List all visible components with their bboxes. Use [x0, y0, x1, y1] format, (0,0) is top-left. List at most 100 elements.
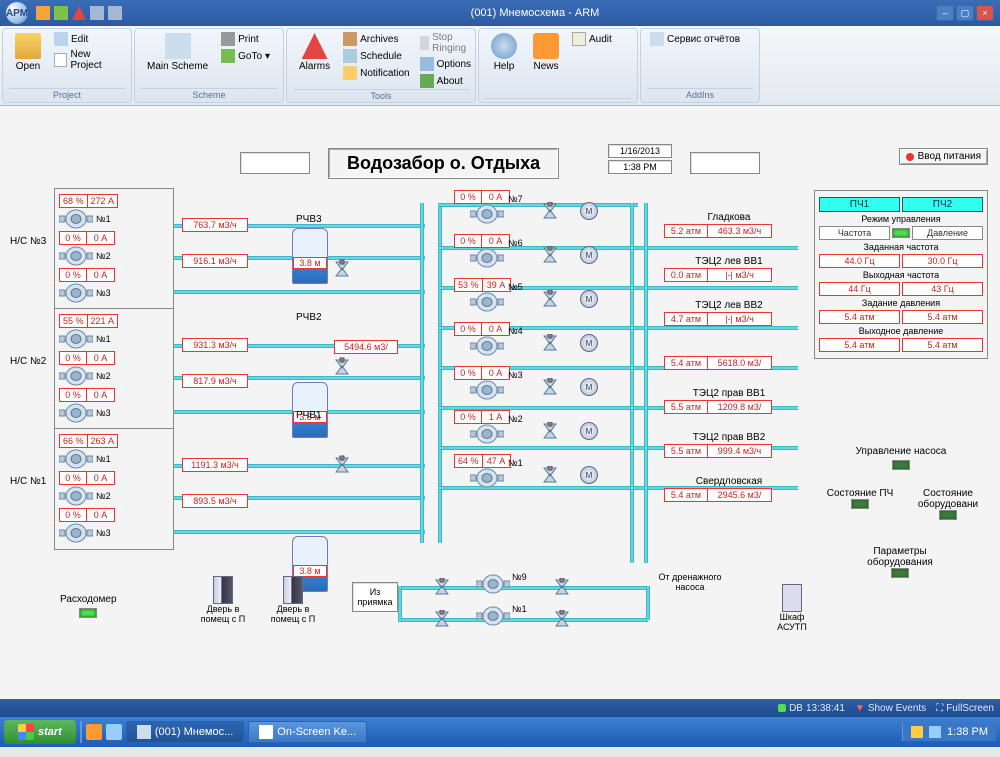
motor-icon[interactable]: M: [580, 378, 598, 396]
maximize-button[interactable]: ▢: [956, 5, 974, 21]
reports-button[interactable]: Сервис отчётов: [647, 31, 743, 47]
pct-readout: 55 %: [59, 314, 88, 328]
motor-icon[interactable]: M: [580, 422, 598, 440]
alarm-icon: [302, 33, 328, 59]
valve-icon[interactable]: [434, 610, 450, 631]
notification-button[interactable]: Notification: [340, 65, 412, 81]
options-button[interactable]: Options: [417, 56, 474, 72]
door1[interactable]: Дверь в помещ с П: [195, 576, 251, 624]
cabinet[interactable]: Шкаф АСУТП: [768, 584, 816, 632]
quicklaunch-icon[interactable]: [106, 724, 122, 740]
valve-icon[interactable]: [542, 378, 558, 399]
destination-name: ТЭЦ2 прав ВВ1: [664, 388, 794, 399]
motor-icon[interactable]: M: [580, 334, 598, 352]
flow-readout: 763.7 м3/ч: [182, 218, 248, 232]
pch1-tab[interactable]: ПЧ1: [819, 197, 900, 212]
new-project-button[interactable]: New Project: [51, 48, 125, 72]
mode-press[interactable]: Давление: [912, 226, 983, 240]
tray-icon[interactable]: [929, 726, 941, 738]
valve-icon[interactable]: [542, 422, 558, 443]
archives-button[interactable]: Archives: [340, 31, 412, 47]
close-button[interactable]: ×: [976, 5, 994, 21]
pump-icon[interactable]: [59, 209, 93, 229]
tray-icon[interactable]: [911, 726, 923, 738]
drain-pump-9[interactable]: [476, 574, 510, 597]
alarms-button[interactable]: Alarms: [293, 31, 336, 74]
motor-icon[interactable]: M: [580, 202, 598, 220]
door-icon: [283, 576, 303, 604]
fullscreen-button[interactable]: ⛶ FullScreen: [936, 703, 994, 714]
goto-button[interactable]: GoTo ▾: [218, 48, 273, 64]
goto-icon: [221, 49, 235, 63]
center-pump[interactable]: [470, 468, 504, 491]
stop-ringing-button[interactable]: Stop Ringing: [417, 31, 474, 55]
tank-valve[interactable]: [334, 258, 350, 283]
center-pump[interactable]: [470, 248, 504, 271]
pump-icon[interactable]: [59, 403, 93, 423]
pump-control-led[interactable]: [892, 460, 910, 470]
quicklaunch-icon[interactable]: [86, 724, 102, 740]
mode-freq[interactable]: Частота: [819, 226, 890, 240]
news-button[interactable]: News: [527, 31, 565, 74]
pump-icon[interactable]: [59, 329, 93, 349]
pch-state-button[interactable]: Состояние ПЧ: [820, 488, 900, 512]
door2[interactable]: Дверь в помещ с П: [265, 576, 321, 624]
new-icon: [54, 53, 67, 67]
power-input-button[interactable]: Ввод питания: [899, 148, 988, 165]
control-panel: ПЧ1ПЧ2 Режим управления ЧастотаДавление …: [814, 190, 988, 359]
pump-icon[interactable]: [59, 366, 93, 386]
show-events-button[interactable]: ▼Show Events: [855, 703, 926, 714]
taskbar-app-1[interactable]: (001) Мнемос...: [126, 721, 244, 743]
window-titlebar: АРМ (001) Мнемосхема - ARM – ▢ ×: [0, 0, 1000, 26]
center-pump[interactable]: [470, 336, 504, 359]
print-button[interactable]: Print: [218, 31, 273, 47]
valve-icon[interactable]: [542, 290, 558, 311]
valve-icon[interactable]: [434, 578, 450, 599]
equip-state-button[interactable]: Состояние оборудовани: [908, 488, 988, 523]
taskbar-app-2[interactable]: On-Screen Ke...: [248, 721, 367, 743]
windows-logo-icon: [18, 724, 34, 740]
motor-icon[interactable]: M: [580, 246, 598, 264]
pch2-tab[interactable]: ПЧ2: [902, 197, 983, 212]
valve-icon[interactable]: [554, 578, 570, 599]
center-pump[interactable]: [470, 424, 504, 447]
pump-icon[interactable]: [59, 486, 93, 506]
tank-icon[interactable]: 3.8 м: [292, 228, 328, 284]
start-button[interactable]: start: [4, 720, 76, 744]
help-button[interactable]: Help: [485, 31, 523, 74]
tank-valve[interactable]: [334, 356, 350, 381]
center-pump[interactable]: [470, 292, 504, 315]
minimize-button[interactable]: –: [936, 5, 954, 21]
pump-number: №2: [96, 371, 111, 381]
schedule-button[interactable]: Schedule: [340, 48, 412, 64]
audit-button[interactable]: Audit: [569, 31, 615, 47]
center-pump[interactable]: [470, 380, 504, 403]
center-pump[interactable]: [470, 204, 504, 227]
drain-pump-1[interactable]: [476, 606, 510, 629]
valve-icon[interactable]: [554, 610, 570, 631]
db-indicator[interactable]: DB 13:38:41: [778, 703, 845, 714]
time-display: 1:38 PM: [608, 160, 672, 174]
mimic-canvas: Водозабор о. Отдыха 1/16/2013 1:38 PM Вв…: [0, 106, 1000, 699]
valve-icon[interactable]: [542, 334, 558, 355]
pump-icon[interactable]: [59, 449, 93, 469]
valve-icon[interactable]: [542, 202, 558, 223]
pct-readout: 0 %: [59, 231, 87, 245]
about-button[interactable]: About: [417, 73, 474, 89]
open-button[interactable]: Open: [9, 31, 47, 74]
edit-button[interactable]: Edit: [51, 31, 125, 47]
pump-icon[interactable]: [59, 246, 93, 266]
amp-readout: 0 А: [87, 268, 115, 282]
valve-icon[interactable]: [542, 466, 558, 487]
motor-icon[interactable]: M: [580, 466, 598, 484]
pump-number: №1: [508, 458, 523, 468]
pump-icon[interactable]: [59, 283, 93, 303]
main-scheme-button[interactable]: Main Scheme: [141, 31, 214, 74]
quick-toolbar[interactable]: [36, 6, 122, 20]
valve-icon[interactable]: [542, 246, 558, 267]
system-tray[interactable]: 1:38 PM: [902, 723, 996, 741]
motor-icon[interactable]: M: [580, 290, 598, 308]
equip-params-button[interactable]: Параметры оборудования: [850, 546, 950, 581]
tank-valve[interactable]: [334, 454, 350, 479]
pump-icon[interactable]: [59, 523, 93, 543]
